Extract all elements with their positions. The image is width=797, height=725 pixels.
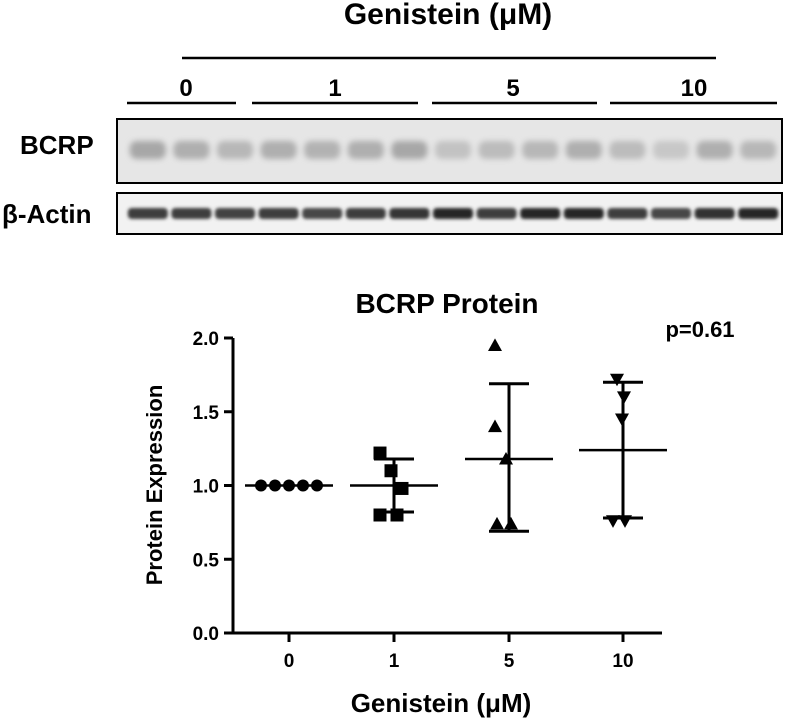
actin-band bbox=[433, 208, 473, 219]
bcrp-band bbox=[696, 141, 733, 159]
y-tick-label: 1.5 bbox=[193, 403, 220, 424]
y-tick-label: 2.0 bbox=[193, 329, 219, 350]
bcrp-band bbox=[217, 141, 253, 159]
bcrp-band bbox=[565, 141, 602, 159]
actin-band bbox=[694, 208, 735, 219]
data-point bbox=[504, 516, 518, 530]
bcrp-band bbox=[391, 141, 428, 159]
bcrp-band bbox=[435, 141, 471, 159]
y-axis-label: Protein Expression bbox=[142, 385, 167, 586]
data-point bbox=[610, 373, 624, 387]
bcrp-band bbox=[478, 141, 515, 159]
actin-band bbox=[651, 208, 691, 219]
bcrp-band bbox=[173, 141, 210, 159]
dose-label-10: 10 bbox=[681, 75, 708, 102]
blot-treatment-label: Genistein (μM) bbox=[344, 0, 552, 31]
series-group-10 bbox=[579, 373, 667, 528]
data-point bbox=[384, 464, 398, 478]
actin-band bbox=[389, 208, 430, 219]
x-tick-label: 5 bbox=[504, 651, 515, 672]
actin-band bbox=[476, 208, 517, 219]
bcrp-band bbox=[522, 141, 559, 159]
bcrp-band bbox=[653, 141, 689, 159]
x-tick-label: 0 bbox=[284, 651, 295, 672]
data-point bbox=[490, 516, 504, 530]
data-point bbox=[488, 419, 502, 433]
actin-band bbox=[302, 208, 343, 219]
series-group-1 bbox=[350, 446, 438, 522]
series-group-0 bbox=[245, 479, 333, 492]
actin-band bbox=[520, 208, 561, 219]
data-point bbox=[390, 508, 404, 522]
data-point bbox=[488, 338, 502, 351]
actin-band bbox=[127, 208, 168, 219]
p-value-annotation: p=0.61 bbox=[665, 317, 734, 342]
bcrp-band bbox=[129, 141, 166, 159]
bcrp-band bbox=[609, 141, 646, 159]
actin-band bbox=[215, 208, 255, 219]
bcrp-blot-panel bbox=[116, 118, 783, 184]
blot-row-label-actin: β-Actin bbox=[2, 199, 92, 229]
dose-labels: 0 1 5 10 bbox=[179, 75, 707, 102]
dose-label-0: 0 bbox=[179, 75, 192, 102]
data-point bbox=[395, 481, 409, 495]
actin-band bbox=[171, 208, 212, 219]
y-tick-label: 0.5 bbox=[193, 550, 220, 571]
actin-band bbox=[607, 208, 648, 219]
actin-blot-panel bbox=[116, 192, 783, 235]
dose-label-5: 5 bbox=[506, 75, 519, 102]
actin-band bbox=[345, 208, 386, 219]
blot-row-label-bcrp: BCRP bbox=[20, 130, 94, 160]
axes: 0.0 0.5 1.0 1.5 2.0 0 1 5 10 bbox=[193, 329, 662, 672]
x-tick-label: 1 bbox=[389, 651, 400, 672]
chart-title: BCRP Protein bbox=[355, 288, 538, 319]
bcrp-band bbox=[304, 141, 341, 159]
actin-band bbox=[258, 208, 299, 219]
dose-label-1: 1 bbox=[328, 75, 341, 102]
x-axis-label: Genistein (μM) bbox=[351, 688, 532, 718]
x-tick-label: 10 bbox=[612, 651, 633, 672]
y-tick-label: 0.0 bbox=[193, 624, 219, 645]
data-point bbox=[373, 446, 387, 460]
data-point bbox=[373, 508, 387, 522]
bcrp-band bbox=[260, 141, 297, 159]
y-tick-label: 1.0 bbox=[193, 477, 219, 498]
bcrp-band bbox=[740, 141, 777, 159]
series-group-5 bbox=[465, 338, 553, 533]
actin-band bbox=[738, 208, 779, 219]
bcrp-band bbox=[347, 141, 384, 159]
data-marks bbox=[245, 338, 667, 533]
actin-band bbox=[563, 208, 604, 219]
